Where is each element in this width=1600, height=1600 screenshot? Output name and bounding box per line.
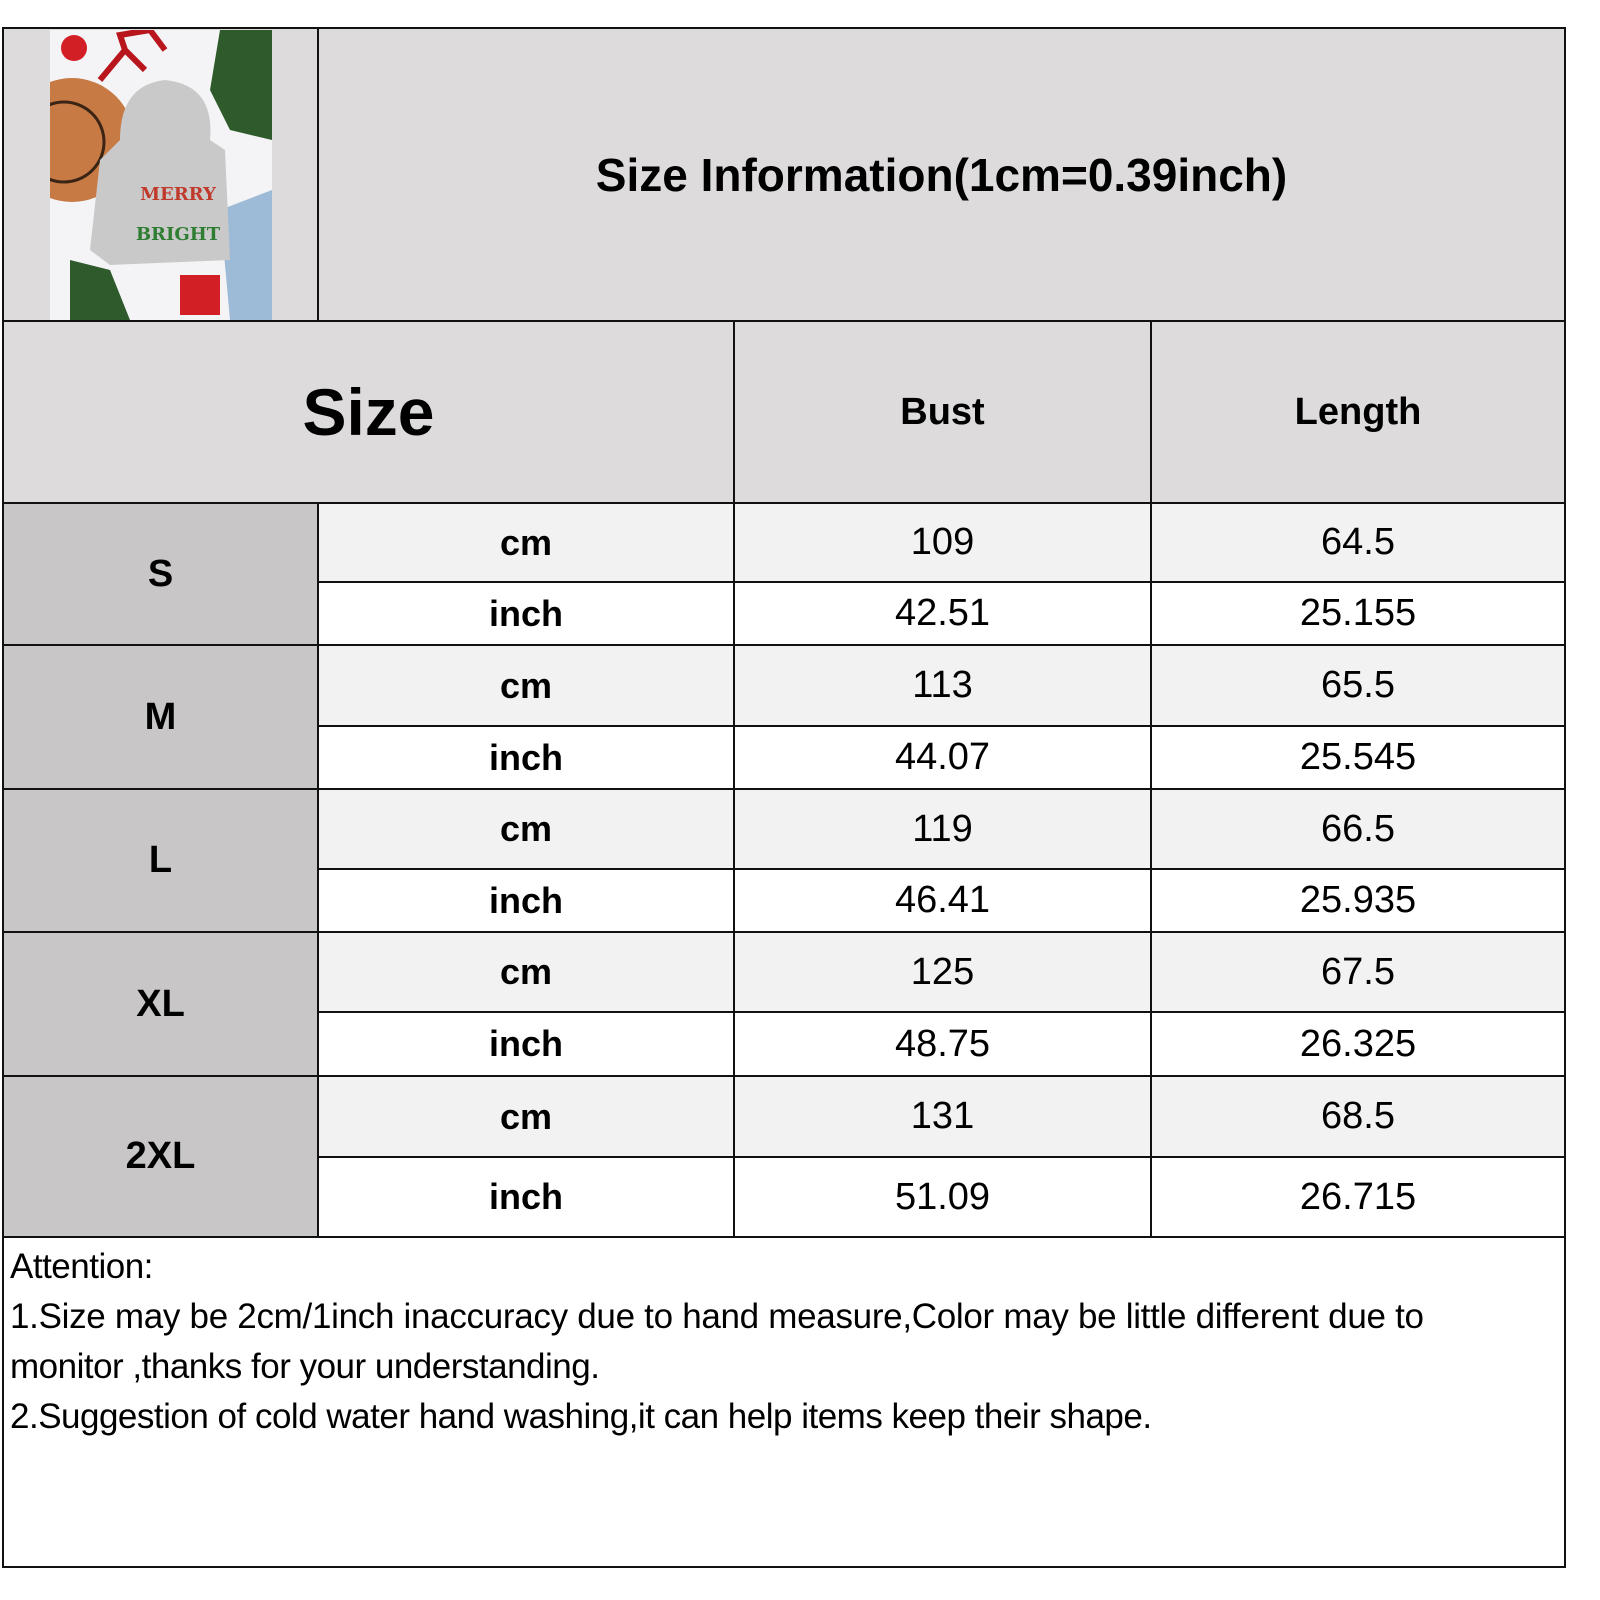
size-column-header: Size bbox=[2, 320, 735, 504]
attention-notes: Attention: 1.Size may be 2cm/1inch inacc… bbox=[2, 1236, 1566, 1568]
note-1-continued: monitor ,thanks for your understanding. bbox=[10, 1347, 600, 1386]
bust-value: 131 bbox=[733, 1075, 1152, 1158]
notes-heading: Attention: bbox=[10, 1247, 153, 1286]
length-value: 26.715 bbox=[1150, 1156, 1566, 1238]
note-2: 2.Suggestion of cold water hand washing,… bbox=[10, 1397, 1152, 1436]
length-value: 65.5 bbox=[1150, 644, 1566, 727]
bust-value: 113 bbox=[733, 644, 1152, 727]
unit-label: inch bbox=[317, 1156, 735, 1238]
length-value: 25.935 bbox=[1150, 868, 1566, 933]
bust-value: 51.09 bbox=[733, 1156, 1152, 1238]
note-1: 1.Size may be 2cm/1inch inaccuracy due t… bbox=[10, 1297, 1424, 1336]
svg-text:MERRY: MERRY bbox=[140, 184, 217, 205]
length-value: 68.5 bbox=[1150, 1075, 1566, 1158]
jeans-icon bbox=[219, 189, 272, 320]
unit-label: cm bbox=[317, 502, 735, 583]
unit-label: inch bbox=[317, 1011, 735, 1077]
bust-value: 48.75 bbox=[733, 1011, 1152, 1077]
unit-label: inch bbox=[317, 725, 735, 790]
length-column-header: Length bbox=[1150, 320, 1566, 504]
size-label: XL bbox=[2, 931, 319, 1077]
bust-value: 42.51 bbox=[733, 581, 1152, 646]
length-value: 25.545 bbox=[1150, 725, 1566, 790]
bust-value: 44.07 bbox=[733, 725, 1152, 790]
page-title: Size Information(1cm=0.39inch) bbox=[317, 27, 1566, 322]
unit-label: cm bbox=[317, 644, 735, 727]
length-value: 64.5 bbox=[1150, 502, 1566, 583]
unit-label: cm bbox=[317, 931, 735, 1013]
unit-label: inch bbox=[317, 868, 735, 933]
product-image-cell: MERRY BRIGHT bbox=[2, 27, 319, 322]
unit-label: cm bbox=[317, 1075, 735, 1158]
unit-label: inch bbox=[317, 581, 735, 646]
gift-icon bbox=[179, 274, 220, 315]
svg-text:BRIGHT: BRIGHT bbox=[135, 224, 220, 245]
bust-column-header: Bust bbox=[733, 320, 1152, 504]
bust-value: 125 bbox=[733, 931, 1152, 1013]
unit-label: cm bbox=[317, 788, 735, 870]
size-label: L bbox=[2, 788, 319, 933]
ornament-icon bbox=[60, 34, 87, 61]
length-value: 66.5 bbox=[1150, 788, 1566, 870]
size-label: M bbox=[2, 644, 319, 790]
bust-value: 109 bbox=[733, 502, 1152, 583]
size-label: S bbox=[2, 502, 319, 646]
bust-value: 119 bbox=[733, 788, 1152, 870]
length-value: 25.155 bbox=[1150, 581, 1566, 646]
length-value: 26.325 bbox=[1150, 1011, 1566, 1077]
hoodie-icon bbox=[89, 79, 230, 265]
length-value: 67.5 bbox=[1150, 931, 1566, 1013]
size-label: 2XL bbox=[2, 1075, 319, 1238]
product-image: MERRY BRIGHT bbox=[49, 29, 272, 320]
bust-value: 46.41 bbox=[733, 868, 1152, 933]
